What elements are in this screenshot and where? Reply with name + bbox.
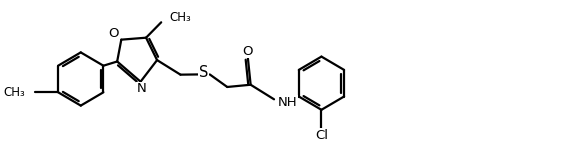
Text: Cl: Cl <box>315 129 328 142</box>
Text: CH₃: CH₃ <box>169 11 191 24</box>
Text: O: O <box>108 27 119 40</box>
Text: N: N <box>137 82 147 95</box>
Text: CH₃: CH₃ <box>3 86 25 99</box>
Text: S: S <box>199 65 208 80</box>
Text: O: O <box>242 45 253 58</box>
Text: NH: NH <box>278 96 298 109</box>
